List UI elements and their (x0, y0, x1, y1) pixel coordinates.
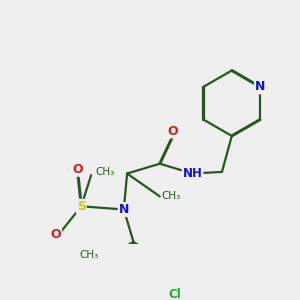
Text: N: N (255, 80, 265, 93)
Text: N: N (118, 203, 129, 216)
Text: NH: NH (183, 167, 202, 180)
Text: CH₃: CH₃ (95, 167, 115, 177)
Text: O: O (73, 163, 83, 176)
Text: Cl: Cl (169, 288, 182, 300)
Text: S: S (77, 200, 86, 213)
Text: CH₃: CH₃ (162, 191, 181, 201)
Text: O: O (50, 228, 61, 241)
Text: O: O (168, 124, 178, 137)
Text: CH₃: CH₃ (79, 250, 99, 260)
